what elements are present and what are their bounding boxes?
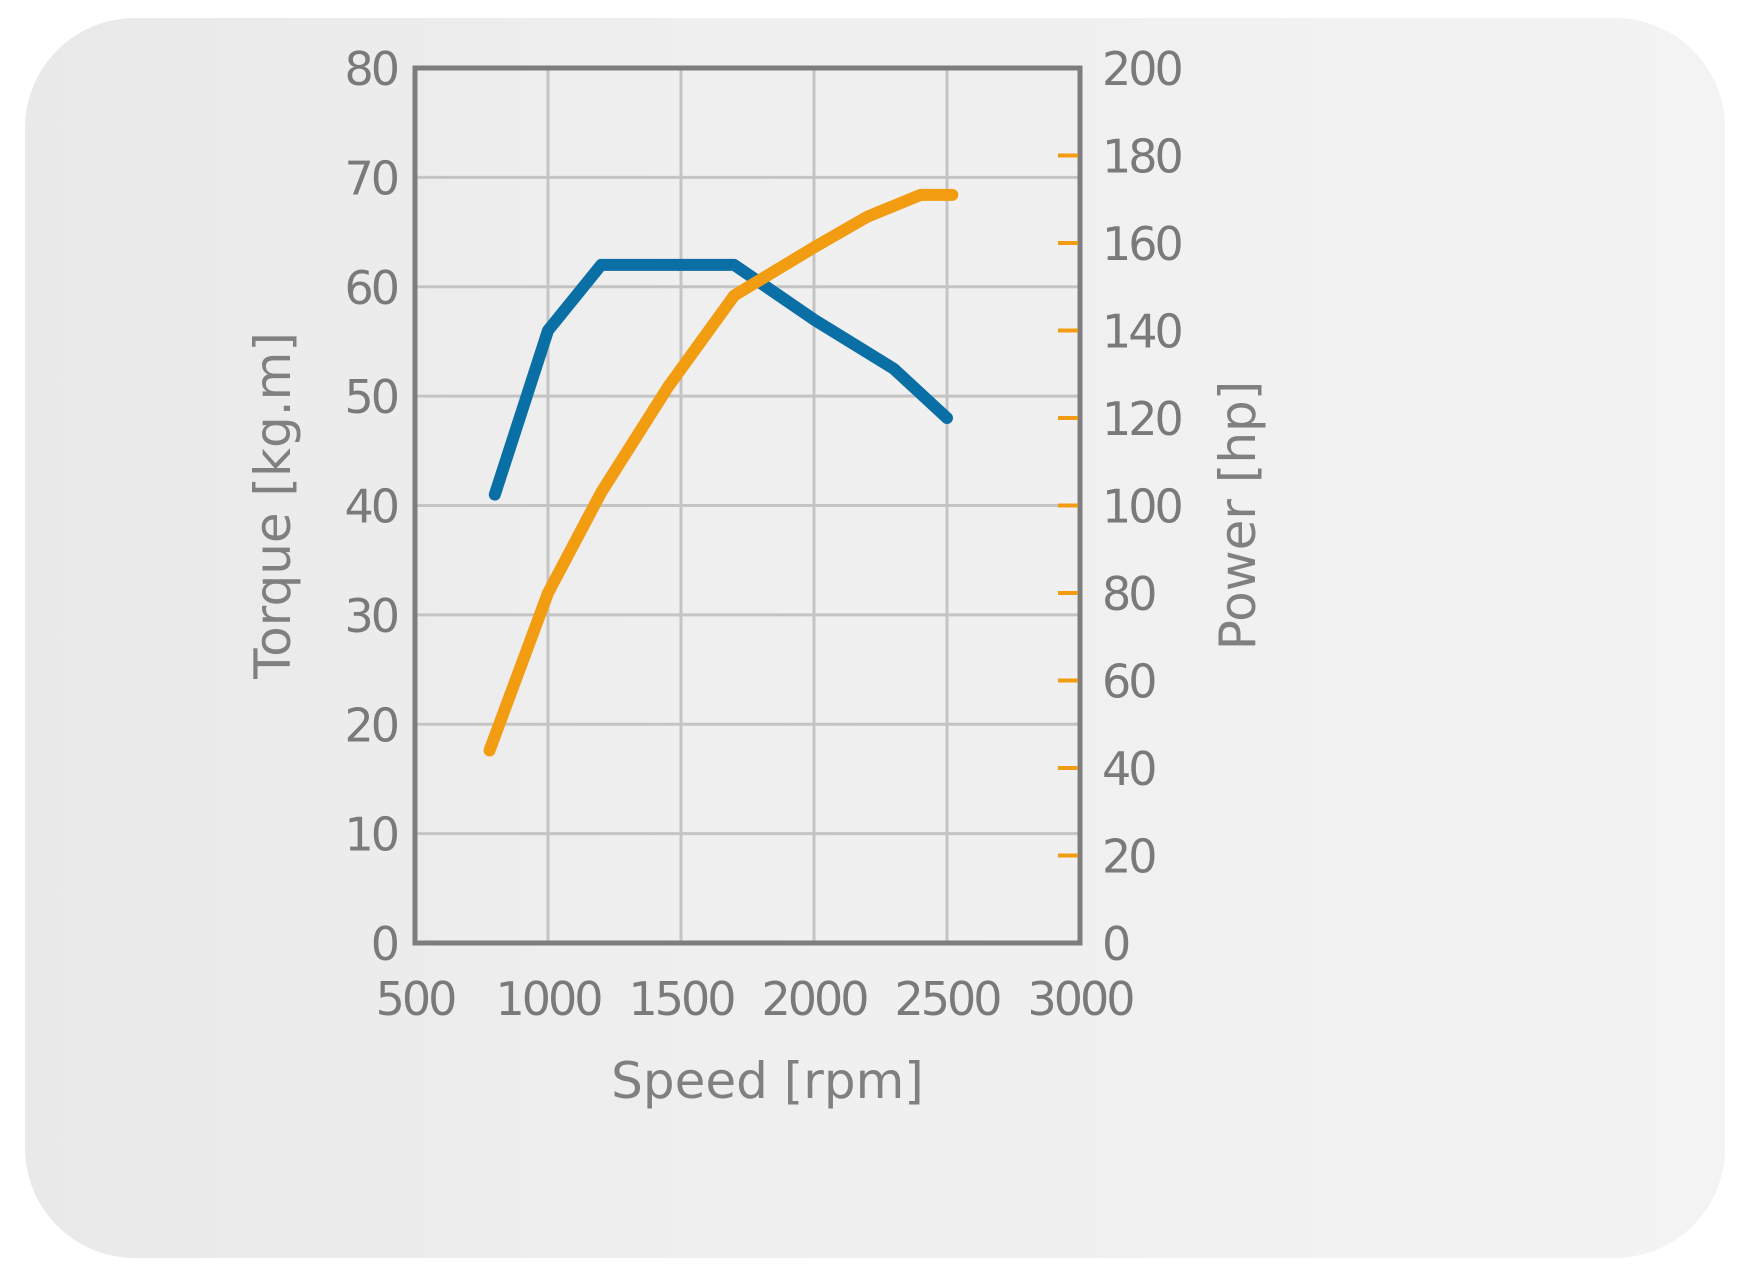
- y-tick-label: 80: [344, 42, 397, 96]
- x-axis-tick-labels: 500 1000 1500 2000 2500 3000: [376, 972, 1137, 1026]
- y2-tick-label: 20: [1102, 830, 1155, 884]
- torque-series-line: [488, 258, 953, 501]
- left-axis-title: Torque [kg.m]: [244, 332, 302, 680]
- x-tick-label: 500: [376, 972, 456, 1026]
- y2-tick-label: 140: [1102, 305, 1182, 359]
- y-tick-label: 20: [344, 698, 397, 752]
- y2-tick-label: 120: [1102, 392, 1182, 446]
- right-axis-ticks: [1058, 153, 1078, 858]
- y-tick-label: 70: [344, 151, 397, 205]
- y2-tick-label: 100: [1102, 480, 1182, 534]
- x-tick-label: 2000: [761, 972, 867, 1026]
- y-tick-label: 30: [344, 589, 397, 643]
- plot-frame: [412, 65, 1083, 946]
- torque-power-chart: 500 1000 1500 2000 2500 3000 0102030405060708…: [244, 42, 1267, 1110]
- x-tick-label: 3000: [1027, 972, 1133, 1026]
- right-axis-tick-labels: 0 20 40 60 80 100 120 140 160 180 200: [1102, 42, 1185, 971]
- x-tick-label: 1000: [495, 972, 601, 1026]
- y2-tick-label: 180: [1102, 130, 1182, 184]
- y-tick-label: 60: [344, 261, 397, 315]
- y2-tick-label: 200: [1102, 42, 1182, 96]
- y2-tick-label: 60: [1102, 655, 1155, 709]
- x-tick-label: 2500: [894, 972, 1000, 1026]
- y2-tick-label: 160: [1102, 217, 1182, 271]
- y2-tick-label: 80: [1102, 567, 1155, 621]
- x-tick-label: 1500: [628, 972, 734, 1026]
- chart-card: 500 1000 1500 2000 2500 3000 0 10 20 30 40 50 60 70 8…: [25, 18, 1725, 1258]
- y-tick-label: 40: [344, 480, 397, 534]
- left-axis-tick-labels: 0 10 20 30 40 50 60 70 80: [344, 42, 400, 971]
- y-tick-label: 10: [344, 808, 397, 862]
- power-series-line: [483, 188, 959, 757]
- x-axis-title: Speed [rpm]: [611, 1052, 924, 1110]
- y2-tick-label: 0: [1102, 917, 1129, 971]
- y-tick-label: 50: [344, 370, 397, 424]
- y2-tick-label: 40: [1102, 742, 1155, 796]
- y-tick-label: 0: [371, 917, 398, 971]
- grid: [413, 66, 1082, 945]
- series-layer: [483, 188, 959, 757]
- right-axis-title: Power [hp]: [1209, 381, 1267, 651]
